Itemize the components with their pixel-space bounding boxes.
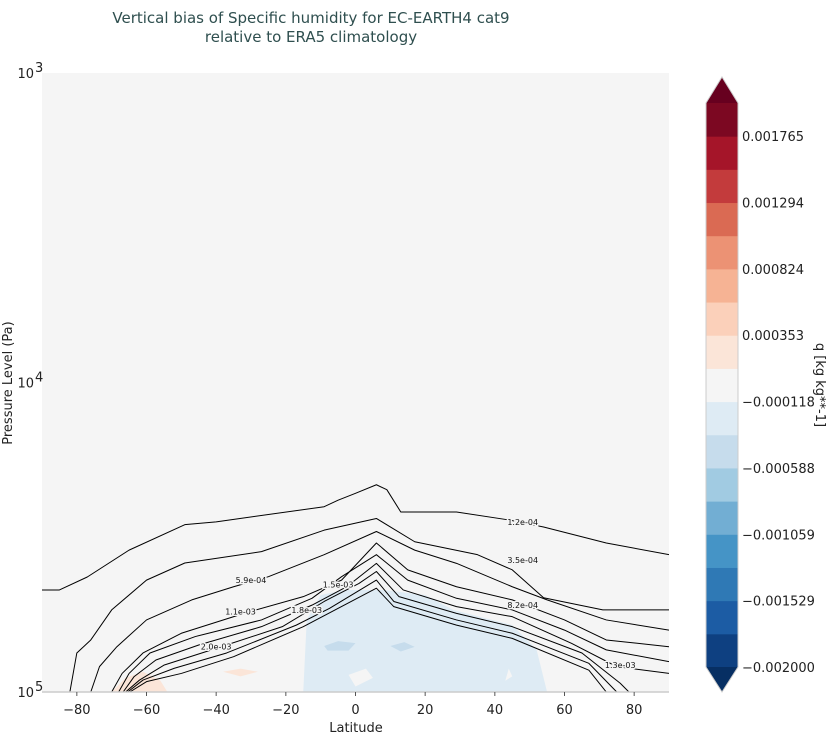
x-tick-label: −20	[272, 703, 299, 718]
colorbar-bin-13	[706, 202, 738, 237]
contour-label-8: 2.0e-03	[201, 643, 232, 652]
x-axis-ticks: −80 −60 −40 −20 0 20 40 60 80	[63, 692, 642, 718]
colorbar-bin-2	[706, 567, 738, 602]
colorbar-under-triangle	[706, 667, 738, 692]
colorbar-over-triangle	[706, 77, 738, 103]
colorbar-tick-label: −0.002000	[742, 661, 815, 676]
colorbar: −0.002000 −0.001529 −0.001059 −0.000588 −0.0…	[705, 76, 815, 693]
colorbar-bin-3	[706, 534, 738, 568]
contour-label-0: 1.2e-04	[507, 518, 538, 527]
contour-label-2: 5.9e-04	[236, 576, 267, 585]
contour-label-3: 8.2e-04	[507, 601, 538, 610]
colorbar-tick-label: −0.000118	[742, 396, 815, 411]
colorbar-bin-10	[706, 302, 738, 336]
y-tick-label: 10	[17, 686, 34, 701]
plot-area	[42, 73, 669, 692]
y-tick-exponent: 4	[35, 371, 43, 386]
colorbar-tick-label: −0.001529	[742, 595, 815, 610]
contour-label-6: 1.5e-03	[323, 581, 354, 590]
colorbar-bin-6	[706, 434, 738, 469]
filled-region-6	[223, 668, 258, 677]
contour-label-7: 1.8e-03	[291, 606, 322, 615]
filled-region-0	[303, 589, 548, 692]
contour-line-3	[111, 542, 669, 692]
contour-label-1: 3.5e-04	[507, 556, 538, 565]
colorbar-bin-0	[706, 633, 738, 668]
colorbar-tick-label: −0.001059	[742, 528, 815, 543]
colorbar-bin-7	[706, 401, 738, 436]
y-axis-label: Pressure Level (Pa)	[1, 321, 16, 444]
colorbar-bin-14	[706, 169, 738, 204]
filled-regions	[111, 589, 548, 692]
chart-title-line-1: Vertical bias of Specific humidity for E…	[112, 9, 509, 27]
colorbar-label: q [kg kg**-1]	[812, 343, 827, 427]
y-tick-exponent: 3	[35, 61, 43, 76]
contour-line-1	[69, 517, 669, 692]
filled-region-4	[505, 668, 513, 681]
colorbar-bin-5	[706, 467, 738, 502]
x-tick-label: 60	[556, 703, 573, 718]
x-tick-label: 20	[417, 703, 434, 718]
colorbar-bin-4	[706, 501, 738, 535]
x-tick-label: 80	[626, 703, 643, 718]
chart-title-line-2: relative to ERA5 climatology	[205, 28, 417, 46]
filled-region-1	[324, 641, 356, 651]
colorbar-bin-15	[706, 136, 738, 170]
x-tick-label: 40	[487, 703, 504, 718]
contour-label-4: 1.1e-03	[225, 608, 256, 617]
y-tick-label: 10	[17, 377, 34, 392]
filled-region-3	[348, 668, 373, 687]
colorbar-bin-9	[706, 335, 738, 369]
x-tick-label: −40	[202, 703, 229, 718]
colorbar-tick-label: 0.001765	[742, 130, 804, 145]
contour-label-5: 1.3e-03	[605, 661, 636, 670]
contour-line-2	[90, 531, 669, 692]
colorbar-bin-1	[706, 600, 738, 635]
contour-line-0	[42, 484, 669, 591]
colorbar-tick-label: 0.000353	[742, 329, 804, 344]
x-tick-label: −80	[63, 703, 90, 718]
colorbar-tick-label: 0.000824	[742, 263, 804, 278]
y-tick-label: 10	[17, 67, 34, 82]
contour-line-8	[129, 587, 607, 692]
colorbar-tick-label: −0.000588	[742, 462, 815, 477]
colorbar-outline	[705, 76, 739, 693]
colorbar-bin-8	[706, 368, 738, 403]
contour-line-5	[122, 562, 669, 692]
contour-line-6	[125, 570, 630, 692]
contour-labels: 1.2e-04 3.5e-04 5.9e-04 8.2e-04 1.1e-03 1.3e-…	[199, 516, 637, 671]
colorbar-tick-label: 0.001294	[742, 197, 804, 212]
x-axis-label: Latitude	[329, 721, 383, 736]
y-tick-exponent: 5	[35, 680, 43, 695]
contour-lines	[42, 484, 669, 692]
x-tick-label: 0	[351, 703, 359, 718]
x-tick-label: −60	[133, 703, 160, 718]
colorbar-bin-16	[706, 103, 738, 137]
filled-region-5	[111, 671, 168, 692]
contour-line-4	[118, 554, 669, 692]
colorbar-bin-12	[706, 235, 738, 270]
colorbar-bin-11	[706, 268, 738, 303]
contour-line-7	[127, 579, 618, 692]
filled-region-2	[390, 642, 415, 652]
